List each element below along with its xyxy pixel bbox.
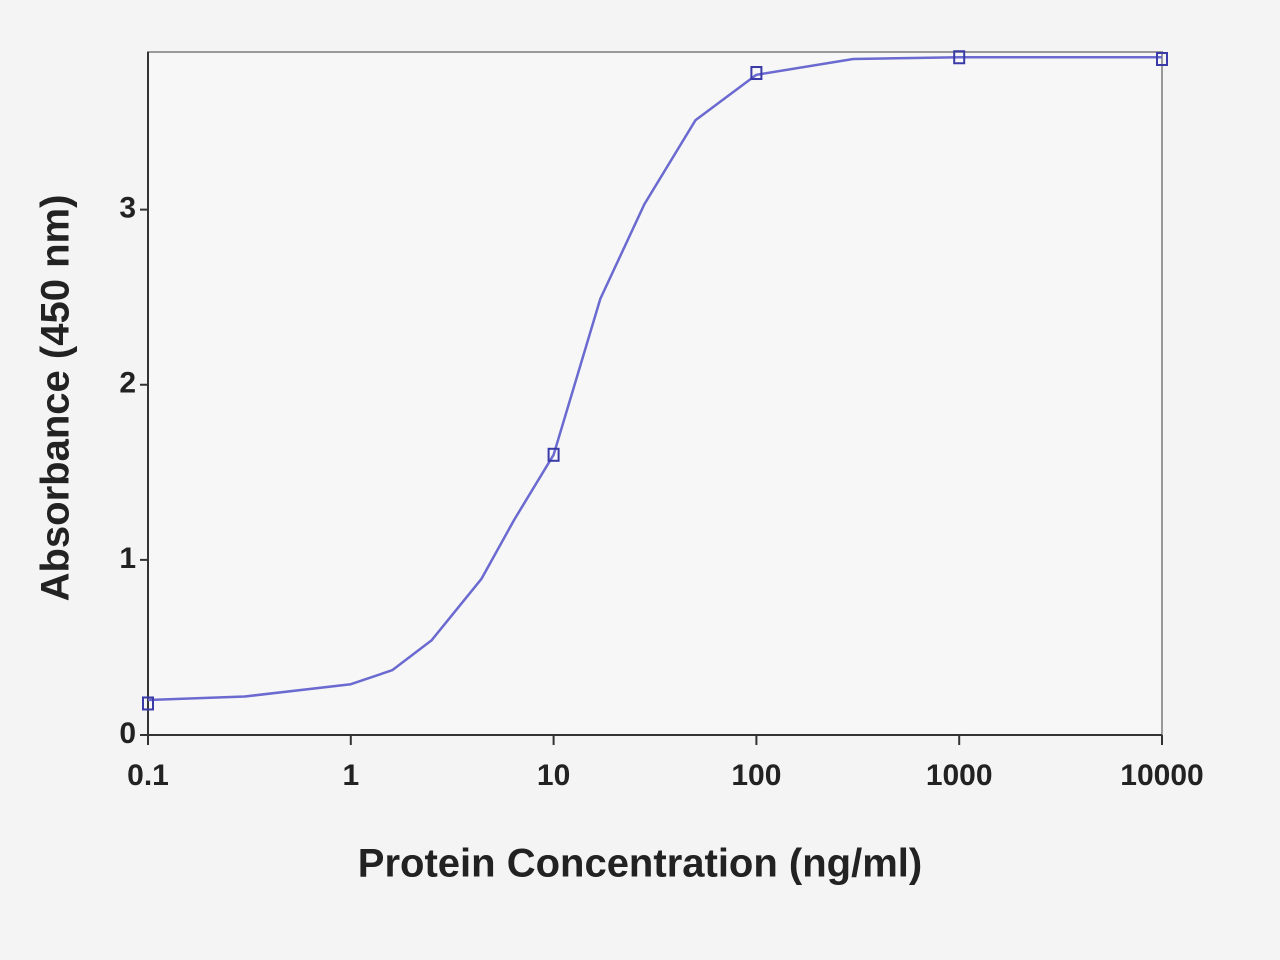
- x-tick-label: 1: [342, 759, 359, 792]
- x-tick-label: 0.1: [127, 759, 169, 792]
- fit-curve: [147, 56, 1162, 702]
- x-axis-title: Protein Concentration (ng/ml): [358, 842, 922, 886]
- y-tick-label: 2: [119, 367, 136, 400]
- plot-area: [147, 51, 1163, 736]
- data-point: [547, 447, 560, 462]
- data-point: [953, 50, 966, 65]
- x-tick-label: 1000: [926, 759, 993, 792]
- y-tick-label: 1: [119, 542, 136, 575]
- data-point: [142, 696, 154, 711]
- data-point: [1156, 52, 1168, 67]
- y-axis-title: Absorbance (450 nm): [34, 195, 78, 602]
- y-tick-label: 3: [119, 192, 136, 225]
- x-tick-label: 10: [537, 759, 570, 792]
- x-tick-label: 10000: [1120, 759, 1203, 792]
- x-tick-label: 100: [731, 759, 781, 792]
- data-point: [750, 66, 763, 81]
- y-tick-label: 0: [119, 717, 136, 750]
